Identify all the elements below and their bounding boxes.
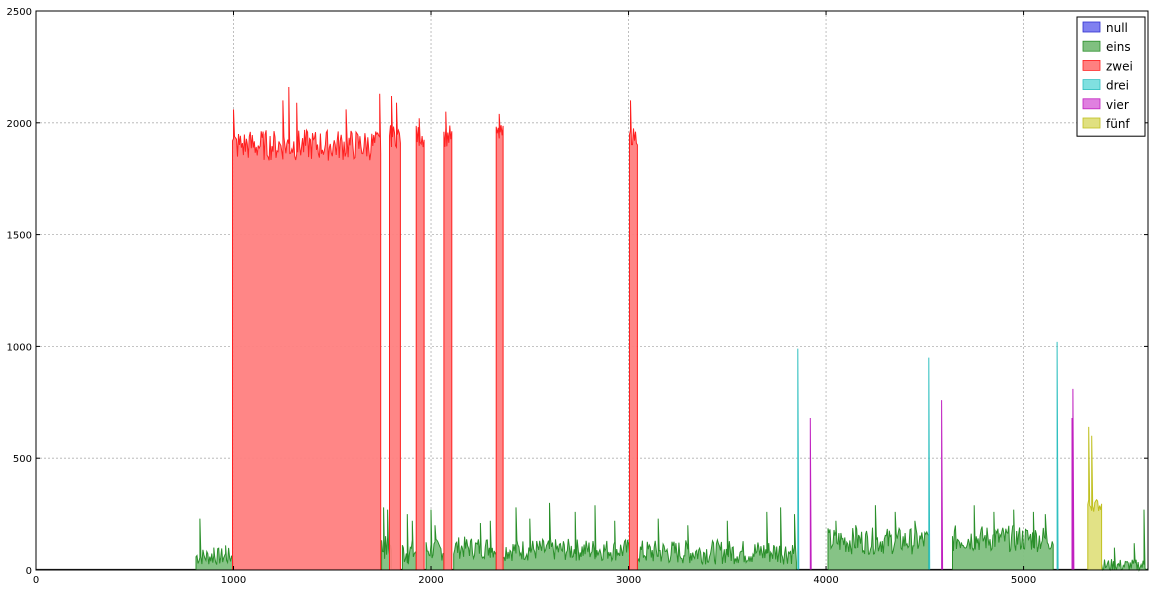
legend-swatch-fünf bbox=[1082, 117, 1101, 129]
series-fünf-area bbox=[1087, 426, 1103, 571]
series-zwei-area bbox=[629, 100, 638, 571]
legend-label-drei: drei bbox=[1106, 79, 1129, 93]
legend-swatch-zwei bbox=[1082, 60, 1101, 71]
chart-marks bbox=[36, 86, 1149, 572]
legend-label-null: null bbox=[1106, 21, 1128, 35]
series-eins-area bbox=[453, 520, 497, 571]
x-tick-label: 3000 bbox=[616, 575, 641, 586]
legend: null eins zwei drei vier fünf bbox=[1076, 16, 1146, 137]
series-eins-area bbox=[501, 502, 630, 571]
x-tick-label: 5000 bbox=[1011, 575, 1036, 586]
series-eins-area bbox=[636, 507, 797, 571]
y-tick-label: 2500 bbox=[7, 7, 32, 18]
series-eins-area bbox=[1101, 509, 1149, 572]
series-eins-area bbox=[952, 505, 1054, 571]
series-eins-area bbox=[425, 509, 445, 571]
x-tick-label: 2000 bbox=[418, 575, 443, 586]
x-tick-label: 0 bbox=[33, 575, 39, 586]
series-eins-area bbox=[195, 518, 234, 571]
x-tick-label: 4000 bbox=[813, 575, 838, 586]
legend-swatch-drei bbox=[1082, 79, 1101, 90]
series-zwei-area bbox=[415, 118, 425, 571]
plot-background bbox=[36, 11, 1148, 570]
plot-frame bbox=[35, 10, 1149, 571]
series-zwei-area bbox=[389, 95, 401, 571]
legend-label-fünf: fünf bbox=[1106, 117, 1130, 131]
x-tick-label: 1000 bbox=[221, 575, 246, 586]
legend-label-vier: vier bbox=[1106, 98, 1129, 112]
legend-label-eins: eins bbox=[1106, 40, 1131, 54]
y-tick-label: 1500 bbox=[7, 231, 32, 242]
y-tick-label: 1000 bbox=[7, 342, 32, 353]
series-zwei-area bbox=[232, 86, 382, 571]
series-zwei-area bbox=[443, 111, 453, 571]
legend-frame bbox=[1076, 16, 1146, 137]
y-tick-label: 2000 bbox=[7, 119, 32, 130]
legend-label-zwei: zwei bbox=[1106, 59, 1133, 73]
grid-lines bbox=[36, 11, 1148, 570]
y-tick-label: 0 bbox=[26, 566, 32, 577]
series-zwei-area bbox=[495, 113, 504, 571]
series-eins-area bbox=[401, 514, 417, 571]
series-eins-area bbox=[827, 505, 930, 571]
axis-ticks: 0 1000 2000 3000 4000 5000 0 500 1000 1500 2000 250… bbox=[7, 7, 1148, 586]
legend-swatch-vier bbox=[1082, 98, 1101, 110]
y-tick-label: 500 bbox=[13, 454, 32, 465]
legend-swatch-null bbox=[1082, 21, 1101, 33]
legend-swatch-eins bbox=[1082, 40, 1101, 52]
series-vier-area bbox=[1071, 388, 1075, 571]
